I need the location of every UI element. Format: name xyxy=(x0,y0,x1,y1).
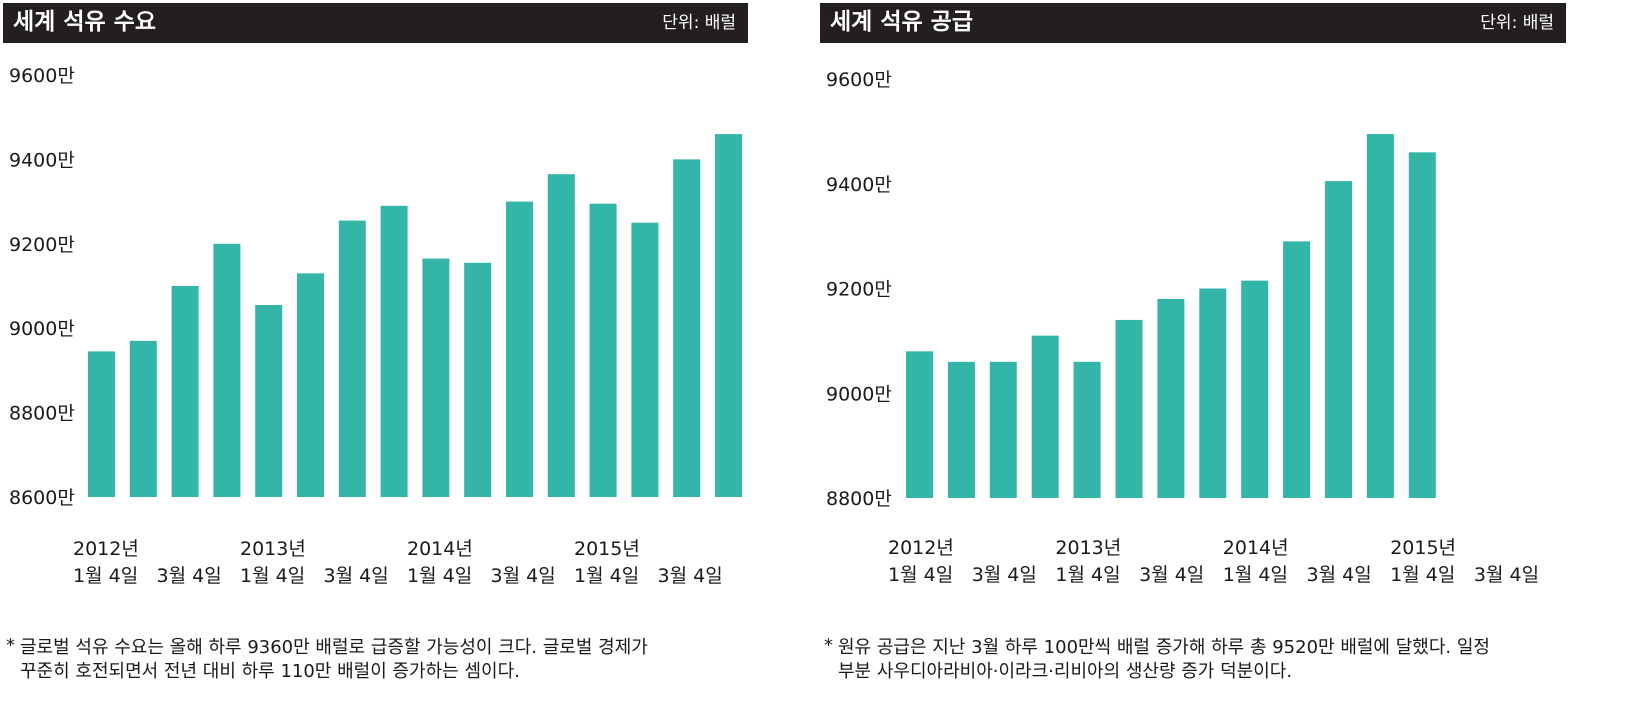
bar xyxy=(1241,280,1269,498)
supply-bar-chart: 9600만 9400만 9200만 9000만 8800만 2012년 1월 4일 3월 4일… xyxy=(826,69,1539,586)
bar xyxy=(171,286,199,497)
bar xyxy=(589,203,617,497)
x-tick-year-label: 2015년 xyxy=(574,538,640,560)
bar xyxy=(1073,361,1101,498)
bar xyxy=(673,159,701,497)
bar xyxy=(1157,298,1185,498)
y-tick-label: 9000만 xyxy=(826,383,892,405)
y-tick-label: 9400만 xyxy=(9,149,75,171)
x-tick-month-label: 3월 4일 xyxy=(491,565,556,587)
bar xyxy=(547,174,575,498)
x-tick-month-label: 3월 4일 xyxy=(972,564,1037,586)
x-tick-month-label: 1월 4일 xyxy=(1055,564,1120,586)
y-tick-label: 8800만 xyxy=(826,488,892,510)
bar xyxy=(1408,152,1436,498)
chart-title: 세계 석유 공급 xyxy=(830,9,973,35)
footnote-line-1: 글로벌 석유 수요는 올해 하루 9360만 배럴로 급증할 가능성이 크다. … xyxy=(20,637,648,658)
bar xyxy=(213,243,241,497)
bar xyxy=(255,304,283,497)
y-tick-label: 9600만 xyxy=(9,65,75,87)
x-tick-year-label: 2012년 xyxy=(73,538,139,560)
supply-footnote: * 원유 공급은 지난 3월 하루 100만씩 배럴 증가해 하루 총 9520… xyxy=(824,635,1566,684)
x-tick-month-label: 1월 4일 xyxy=(888,564,953,586)
chart-title: 세계 석유 수요 xyxy=(13,9,156,35)
x-tick-month-label: 1월 4일 xyxy=(1390,564,1455,586)
bar xyxy=(88,351,115,497)
y-tick-label: 9200만 xyxy=(9,234,75,256)
supply-chart-panel: 세계 석유 공급 단위: 배럴 9600만 9400만 9200만 9000만 8800… xyxy=(820,0,1566,728)
bar xyxy=(380,205,408,497)
bar xyxy=(906,351,933,498)
bar xyxy=(338,220,366,497)
supply-chart-header: 세계 석유 공급 단위: 배럴 xyxy=(820,3,1566,43)
bar xyxy=(1031,335,1059,498)
x-tick-year-label: 2013년 xyxy=(240,538,306,560)
x-tick-year-label: 2014년 xyxy=(1223,537,1289,559)
y-tick-label: 8600만 xyxy=(9,487,75,509)
bar xyxy=(506,201,533,497)
demand-chart-header: 세계 석유 수요 단위: 배럴 xyxy=(3,3,748,43)
x-tick-month-label: 3월 4일 xyxy=(157,565,222,587)
bar xyxy=(631,222,659,497)
x-tick-month-label: 1월 4일 xyxy=(407,565,472,587)
x-tick-year-label: 2012년 xyxy=(888,537,954,559)
bar xyxy=(129,340,157,497)
x-tick-month-label: 1월 4일 xyxy=(240,565,305,587)
bar xyxy=(947,361,975,498)
bar xyxy=(297,273,324,497)
x-tick-month-label: 1월 4일 xyxy=(574,565,639,587)
bar xyxy=(464,262,492,497)
x-tick-month-label: 1월 4일 xyxy=(73,565,138,587)
x-tick-month-label: 3월 4일 xyxy=(658,565,723,587)
bar xyxy=(715,134,742,497)
x-tick-month-label: 3월 4일 xyxy=(1139,564,1204,586)
x-tick-year-label: 2014년 xyxy=(407,538,473,560)
bar xyxy=(1325,181,1352,498)
footnote-line-2: 부분 사우디아라비아·이라크·리비아의 생산량 증가 덕분이다. xyxy=(838,661,1293,682)
unit-label: 단위: 배럴 xyxy=(662,13,736,33)
footnote-line-2: 꾸준히 호전되면서 전년 대비 하루 110만 배럴이 증가하는 셈이다. xyxy=(20,661,520,682)
unit-label: 단위: 배럴 xyxy=(1480,13,1554,33)
bar xyxy=(1115,319,1143,498)
asterisk-icon: * xyxy=(824,635,833,656)
demand-footnote: * 글로벌 석유 수요는 올해 하루 9360만 배럴로 급증할 가능성이 크다… xyxy=(6,635,740,684)
bar xyxy=(422,258,450,497)
bar xyxy=(1199,288,1227,498)
bar xyxy=(1366,133,1394,498)
y-tick-label: 9000만 xyxy=(9,318,75,340)
x-tick-month-label: 1월 4일 xyxy=(1223,564,1288,586)
demand-bar-chart: 9600만 9400만 9200만 9000만 8800만 8600만 2012년 1월 4일… xyxy=(9,65,742,587)
footnote-line-1: 원유 공급은 지난 3월 하루 100만씩 배럴 증가해 하루 총 9520만 … xyxy=(838,637,1490,658)
x-tick-month-label: 3월 4일 xyxy=(1474,564,1539,586)
asterisk-icon: * xyxy=(6,635,15,656)
bar xyxy=(1283,241,1311,499)
x-tick-month-label: 3월 4일 xyxy=(324,565,389,587)
y-tick-label: 9400만 xyxy=(826,174,892,196)
x-tick-year-label: 2015년 xyxy=(1390,537,1456,559)
y-tick-label: 9600만 xyxy=(826,69,892,91)
x-tick-month-label: 3월 4일 xyxy=(1307,564,1372,586)
bar xyxy=(989,361,1017,498)
x-tick-year-label: 2013년 xyxy=(1055,537,1121,559)
demand-chart-panel: 세계 석유 수요 단위: 배럴 9600만 9400만 9200만 9000만 8800… xyxy=(3,0,748,728)
y-tick-label: 9200만 xyxy=(826,279,892,301)
y-tick-label: 8800만 xyxy=(9,403,75,425)
